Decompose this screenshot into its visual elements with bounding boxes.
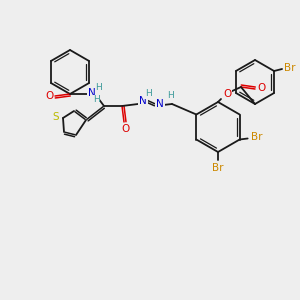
Text: H: H xyxy=(168,92,174,100)
Text: O: O xyxy=(122,124,130,134)
Text: N: N xyxy=(139,96,147,106)
Text: H: H xyxy=(145,89,152,98)
Text: N: N xyxy=(156,99,164,109)
Text: H: H xyxy=(96,82,102,91)
Text: N: N xyxy=(88,88,96,98)
Text: Br: Br xyxy=(212,163,224,173)
Text: Br: Br xyxy=(284,63,296,73)
Text: O: O xyxy=(258,83,266,93)
Text: O: O xyxy=(45,91,53,101)
Text: Br: Br xyxy=(251,133,262,142)
Text: S: S xyxy=(53,112,59,122)
Text: O: O xyxy=(223,89,231,99)
Text: H: H xyxy=(93,95,99,104)
